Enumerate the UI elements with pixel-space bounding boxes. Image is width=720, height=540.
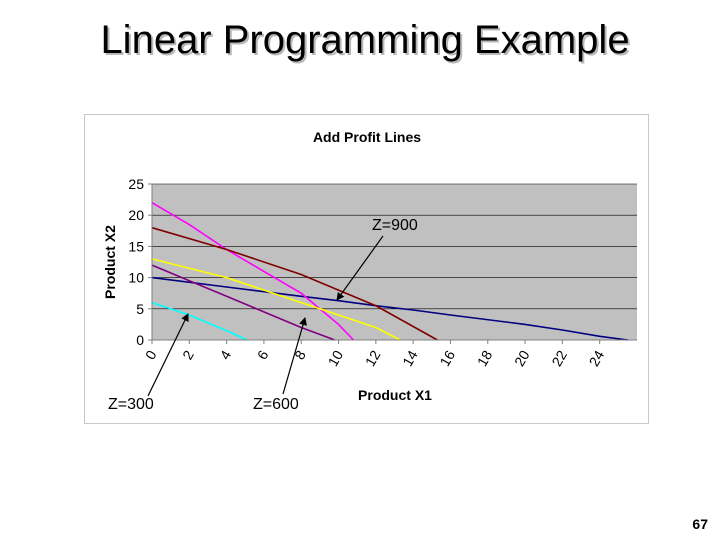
y-axis-label: Product X2 (102, 225, 118, 299)
annotation-z300: Z=300 (108, 396, 154, 413)
y-tick-label-0: 0 (136, 332, 144, 348)
y-tick-label-15: 15 (128, 238, 144, 254)
x-tick-label-2: 2 (179, 347, 197, 362)
slide-title: Linear Programming Example (100, 18, 630, 62)
chart-title: Add Profit Lines (313, 129, 421, 145)
plot-area (152, 184, 637, 340)
x-axis-label: Product X1 (358, 387, 432, 403)
series-line-2 (151, 202, 355, 341)
x-tick-label-4: 4 (216, 347, 234, 362)
x-tick-label-12: 12 (362, 347, 384, 369)
gridlines (152, 183, 637, 310)
x-tick-label-14: 14 (399, 347, 421, 369)
x-tick-label-0: 0 (142, 347, 160, 362)
series-line-1 (151, 276, 628, 341)
y-tick-label-25: 25 (128, 176, 144, 192)
y-tick-labels: 0 5 10 15 20 25 (128, 176, 144, 348)
annotation-arrows (147, 235, 384, 397)
x-tick-label-18: 18 (474, 347, 496, 369)
x-tick-label-6: 6 (254, 347, 272, 362)
x-tick-label-24: 24 (586, 347, 608, 369)
annotation-z600: Z=600 (253, 396, 299, 413)
x-tick-label-16: 16 (436, 347, 458, 369)
page-number: 67 (692, 516, 708, 532)
y-tick-label-5: 5 (136, 301, 144, 317)
series-line-4 (151, 258, 401, 341)
y-tick-label-20: 20 (128, 207, 144, 223)
series-line-3 (151, 226, 438, 341)
axes (148, 183, 637, 344)
x-tick-label-22: 22 (548, 347, 570, 369)
series-line-6 (151, 301, 248, 341)
arrow-z900 (336, 235, 384, 301)
x-tick-labels: 0 2 4 6 8 10 12 14 16 18 20 22 24 (142, 347, 608, 369)
arrow-z600 (282, 317, 307, 395)
annotation-z900: Z=900 (372, 217, 418, 234)
arrow-z300 (147, 313, 189, 397)
y-tick-label-10: 10 (128, 270, 144, 286)
series-lines (151, 202, 628, 341)
series-line-5 (151, 264, 336, 341)
x-tick-label-20: 20 (511, 347, 533, 369)
x-tick-label-10: 10 (324, 347, 346, 369)
